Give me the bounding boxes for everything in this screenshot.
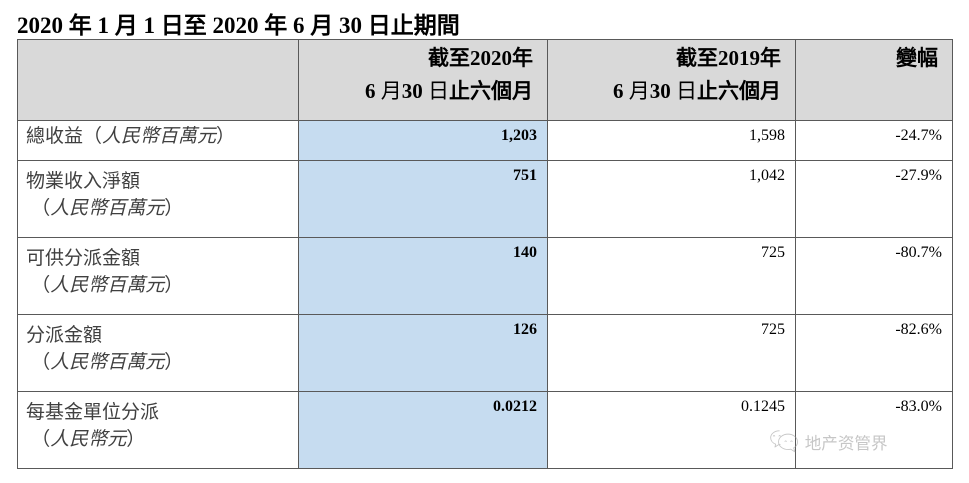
svg-text:地产资管界: 地产资管界	[805, 434, 888, 453]
